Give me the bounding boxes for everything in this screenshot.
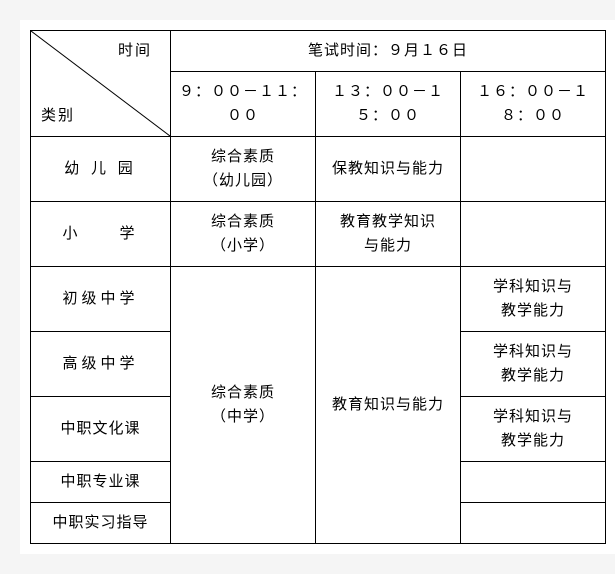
label-senior: 高级中学 [31, 332, 171, 397]
voc-culture-s3: 学科知识与教学能力 [461, 397, 606, 462]
diagonal-header-cell: 时间 类别 [31, 31, 171, 137]
timeslot-1: ９：００－１１：００ [171, 72, 316, 137]
middle-s1: 综合素质（中学） [171, 267, 316, 544]
timeslot-3: １６：００－１８：００ [461, 72, 606, 137]
kindergarten-s2: 保教知识与能力 [316, 137, 461, 202]
primary-s3 [461, 202, 606, 267]
label-voc-major: 中职专业课 [31, 462, 171, 503]
exam-title: 笔试时间：９月１６日 [171, 31, 606, 72]
timeslot-2: １３：００－１５：００ [316, 72, 461, 137]
label-primary: 小 学 [31, 202, 171, 267]
kindergarten-s1: 综合素质（幼儿园） [171, 137, 316, 202]
junior-s3: 学科知识与教学能力 [461, 267, 606, 332]
middle-s2: 教育知识与能力 [316, 267, 461, 544]
primary-s1: 综合素质（小学） [171, 202, 316, 267]
label-junior: 初级中学 [31, 267, 171, 332]
schedule-table-container: 时间 类别 笔试时间：９月１６日 ９：００－１１：００ １３：００－１５：００ … [20, 20, 615, 554]
row-primary: 小 学 综合素质（小学） 教育教学知识与能力 [31, 202, 606, 267]
senior-s3: 学科知识与教学能力 [461, 332, 606, 397]
diag-header-time: 时间 [118, 39, 152, 63]
voc-major-s3 [461, 462, 606, 503]
label-kindergarten: 幼 儿 园 [31, 137, 171, 202]
header-row-1: 时间 类别 笔试时间：９月１６日 [31, 31, 606, 72]
label-voc-culture: 中职文化课 [31, 397, 171, 462]
row-kindergarten: 幼 儿 园 综合素质（幼儿园） 保教知识与能力 [31, 137, 606, 202]
voc-intern-s3 [461, 503, 606, 544]
schedule-table: 时间 类别 笔试时间：９月１６日 ９：００－１１：００ １３：００－１５：００ … [30, 30, 606, 544]
label-voc-intern: 中职实习指导 [31, 503, 171, 544]
diag-header-category: 类别 [41, 104, 75, 128]
primary-s2: 教育教学知识与能力 [316, 202, 461, 267]
row-junior: 初级中学 综合素质（中学） 教育知识与能力 学科知识与教学能力 [31, 267, 606, 332]
kindergarten-s3 [461, 137, 606, 202]
